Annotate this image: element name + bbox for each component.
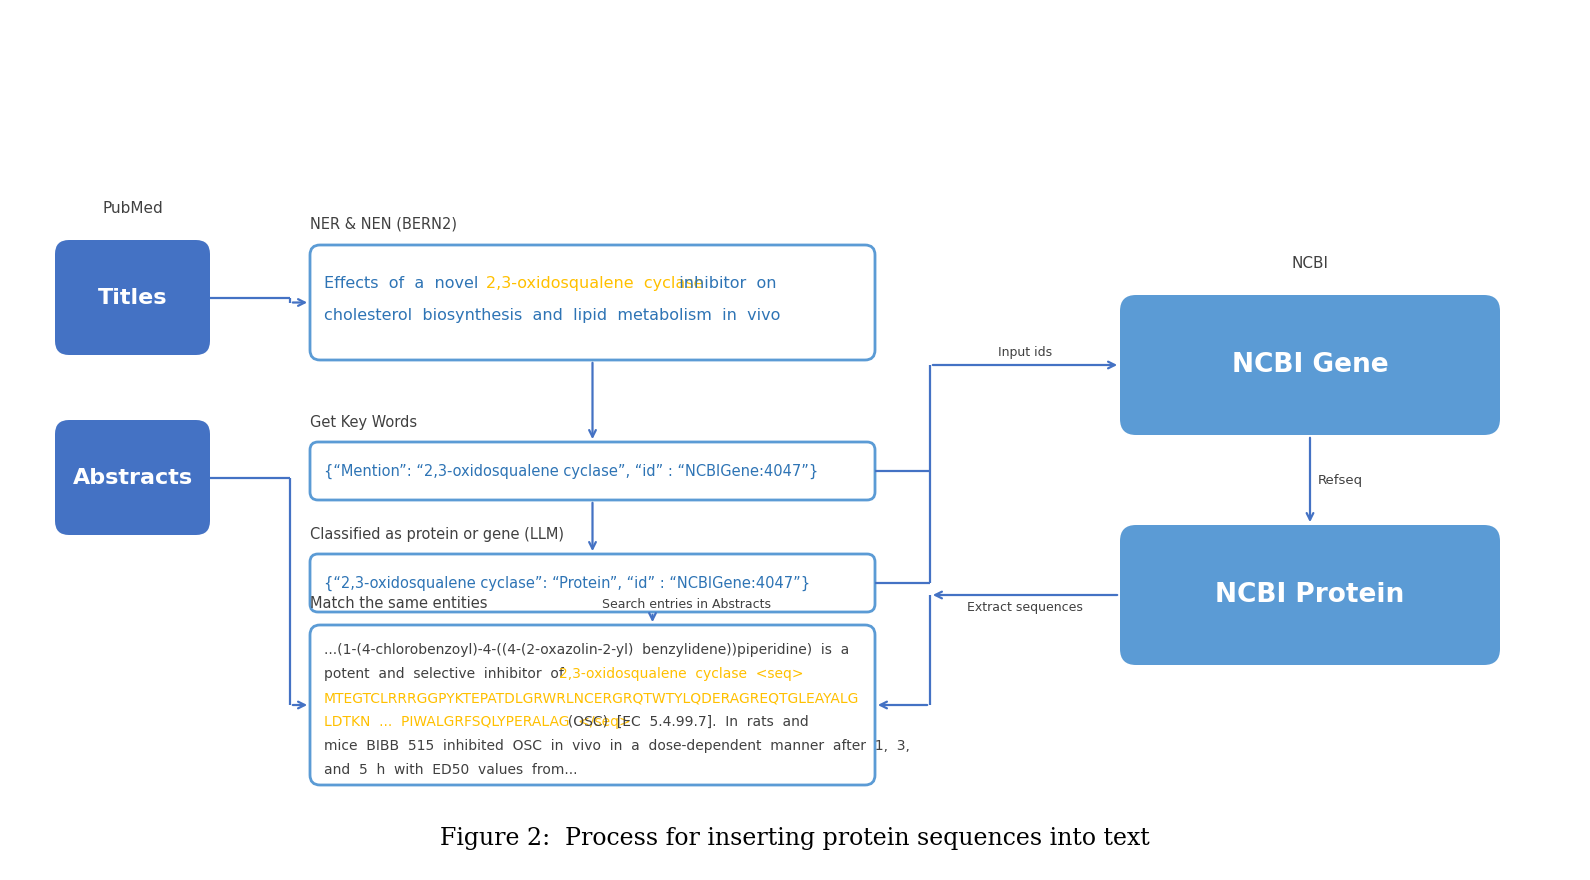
- Text: {“Mention”: “2,3-oxidosqualene cyclase”, “id” : “NCBIGene:4047”}: {“Mention”: “2,3-oxidosqualene cyclase”,…: [324, 464, 819, 479]
- Text: Match the same entities: Match the same entities: [310, 596, 488, 611]
- FancyBboxPatch shape: [310, 625, 874, 785]
- Text: cholesterol  biosynthesis  and  lipid  metabolism  in  vivo: cholesterol biosynthesis and lipid metab…: [324, 307, 781, 322]
- Text: NCBI: NCBI: [1291, 255, 1329, 270]
- Text: NCBI Protein: NCBI Protein: [1215, 582, 1404, 608]
- FancyBboxPatch shape: [310, 554, 874, 612]
- Text: 2,3-oxidosqualene  cyclase: 2,3-oxidosqualene cyclase: [487, 275, 703, 290]
- Text: {“2,3-oxidosqualene cyclase”: “Protein”, “id” : “NCBIGene:4047”}: {“2,3-oxidosqualene cyclase”: “Protein”,…: [324, 576, 811, 590]
- Text: (OSC)  [EC  5.4.99.7].  In  rats  and: (OSC) [EC 5.4.99.7]. In rats and: [558, 715, 809, 729]
- Text: Search entries in Abstracts: Search entries in Abstracts: [603, 598, 771, 611]
- Text: NER & NEN (BERN2): NER & NEN (BERN2): [310, 216, 456, 231]
- Text: Extract sequences: Extract sequences: [967, 601, 1083, 614]
- Text: MTEGTCLRRRGGPYKTEPATDLGRWRLNCERGRQTWTYLQDERAGREQTGLEAYALG: MTEGTCLRRRGGPYKTEPATDLGRWRLNCERGRQTWTYLQ…: [324, 691, 859, 705]
- Text: Refseq: Refseq: [1318, 473, 1363, 487]
- Text: mice  BIBB  515  inhibited  OSC  in  vivo  in  a  dose-dependent  manner  after : mice BIBB 515 inhibited OSC in vivo in a…: [324, 739, 909, 753]
- Text: Get Key Words: Get Key Words: [310, 415, 417, 430]
- FancyBboxPatch shape: [310, 245, 874, 360]
- Text: inhibitor  on: inhibitor on: [669, 275, 778, 290]
- Text: Abstracts: Abstracts: [73, 467, 192, 488]
- FancyBboxPatch shape: [1119, 525, 1499, 665]
- Text: ...(1-(4-chlorobenzoyl)-4-((4-(2-oxazolin-2-yl)  benzylidene))piperidine)  is  a: ...(1-(4-chlorobenzoyl)-4-((4-(2-oxazoli…: [324, 643, 849, 657]
- FancyBboxPatch shape: [56, 240, 210, 355]
- Text: NCBI Gene: NCBI Gene: [1232, 352, 1388, 378]
- Text: PubMed: PubMed: [102, 201, 162, 216]
- Text: potent  and  selective  inhibitor  of: potent and selective inhibitor of: [324, 667, 572, 681]
- Text: 2,3-oxidosqualene  cyclase  <seq>: 2,3-oxidosqualene cyclase <seq>: [558, 667, 803, 681]
- FancyBboxPatch shape: [310, 442, 874, 500]
- Text: Figure 2:  Process for inserting protein sequences into text: Figure 2: Process for inserting protein …: [440, 826, 1150, 849]
- Text: Input ids: Input ids: [999, 346, 1053, 359]
- Text: Titles: Titles: [97, 288, 167, 307]
- Text: Effects  of  a  novel: Effects of a novel: [324, 275, 488, 290]
- FancyBboxPatch shape: [56, 420, 210, 535]
- FancyBboxPatch shape: [1119, 295, 1499, 435]
- Text: LDTKN  ...  PIWALGRFSQLYPERALAG  </seq>: LDTKN ... PIWALGRFSQLYPERALAG </seq>: [324, 715, 631, 729]
- Text: Classified as protein or gene (LLM): Classified as protein or gene (LLM): [310, 527, 564, 542]
- Text: and  5  h  with  ED50  values  from...: and 5 h with ED50 values from...: [324, 763, 577, 777]
